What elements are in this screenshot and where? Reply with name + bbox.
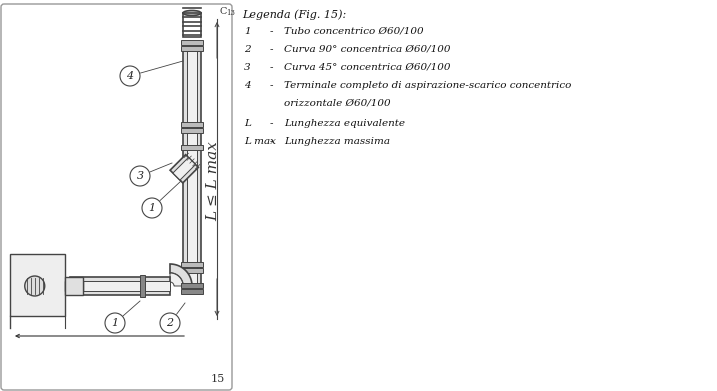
Text: -: -	[270, 137, 273, 146]
Bar	[183, 13, 201, 37]
Text: Lunghezza massima: Lunghezza massima	[284, 137, 390, 146]
Text: Curva 90° concentrica Ø60/100: Curva 90° concentrica Ø60/100	[284, 45, 450, 54]
Bar	[181, 283, 203, 288]
Text: Tubo concentrico Ø60/100: Tubo concentrico Ø60/100	[284, 27, 424, 36]
Circle shape	[120, 66, 140, 86]
Polygon shape	[170, 273, 183, 286]
Bar	[10, 254, 65, 316]
Bar	[65, 281, 83, 291]
Text: 15: 15	[211, 374, 225, 384]
Bar	[65, 277, 83, 295]
Bar	[181, 128, 203, 133]
Circle shape	[130, 166, 150, 186]
Text: L ≤ L max: L ≤ L max	[206, 141, 220, 221]
Bar	[70, 277, 170, 295]
Text: -: -	[270, 81, 273, 90]
Text: 4: 4	[244, 81, 251, 90]
Text: 13: 13	[226, 9, 235, 17]
Text: orizzontale Ø60/100: orizzontale Ø60/100	[284, 99, 391, 108]
Bar	[181, 268, 203, 273]
Text: C: C	[220, 7, 227, 16]
Bar	[181, 46, 203, 51]
Bar	[181, 40, 203, 45]
Text: -: -	[270, 63, 273, 72]
Polygon shape	[173, 158, 196, 180]
Bar	[181, 289, 203, 294]
FancyBboxPatch shape	[1, 4, 232, 390]
Bar	[187, 51, 197, 286]
Circle shape	[160, 313, 180, 333]
Text: 1: 1	[148, 203, 156, 213]
Text: 1: 1	[111, 318, 118, 328]
Ellipse shape	[25, 276, 44, 296]
Text: 2: 2	[244, 45, 251, 54]
Text: -: -	[270, 27, 273, 36]
Text: 3: 3	[136, 171, 143, 181]
Text: 4: 4	[126, 71, 133, 81]
Bar	[140, 275, 145, 297]
Bar	[70, 281, 170, 291]
Text: 1: 1	[244, 27, 251, 36]
Circle shape	[105, 313, 125, 333]
Text: L: L	[244, 119, 251, 128]
Circle shape	[142, 198, 162, 218]
Text: Lunghezza equivalente: Lunghezza equivalente	[284, 119, 405, 128]
Text: 3: 3	[244, 63, 251, 72]
Bar	[181, 122, 203, 127]
Text: L max: L max	[244, 137, 276, 146]
Text: Curva 45° concentrica Ø60/100: Curva 45° concentrica Ø60/100	[284, 63, 450, 72]
Text: -: -	[270, 119, 273, 128]
Text: -: -	[270, 45, 273, 54]
Ellipse shape	[183, 11, 201, 16]
Bar	[181, 145, 203, 150]
Text: Terminale completo di aspirazione-scarico concentrico: Terminale completo di aspirazione-scaric…	[284, 81, 571, 90]
Bar	[183, 51, 201, 286]
Text: Legenda (Fig. 15):: Legenda (Fig. 15):	[242, 9, 346, 20]
Text: 2: 2	[166, 318, 174, 328]
Polygon shape	[170, 154, 199, 183]
Bar	[181, 262, 203, 267]
Polygon shape	[170, 264, 192, 286]
